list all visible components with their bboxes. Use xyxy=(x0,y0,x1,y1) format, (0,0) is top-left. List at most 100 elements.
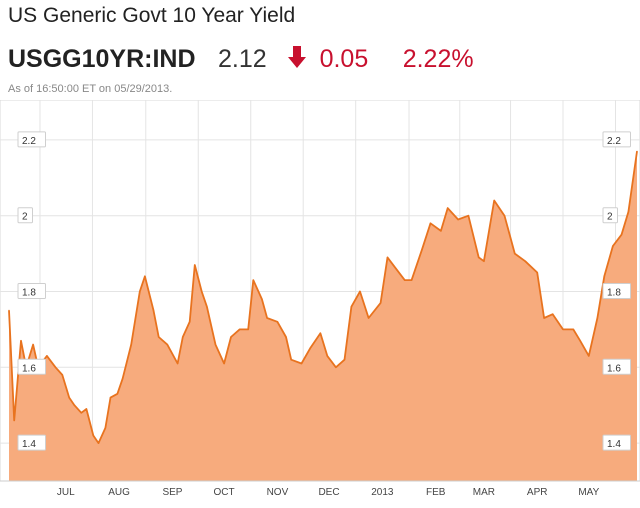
down-arrow-icon xyxy=(288,46,307,68)
data-point xyxy=(603,275,605,277)
data-point xyxy=(440,230,442,232)
data-point xyxy=(194,264,196,266)
data-point xyxy=(300,362,303,365)
y-tick-label-left-box xyxy=(17,434,46,451)
data-point xyxy=(92,434,94,437)
y-tick-label-left-box xyxy=(17,358,46,375)
data-point xyxy=(130,344,132,346)
x-tick-label: 2013 xyxy=(371,487,394,498)
quote-row: USGG10YR:IND 2.12 0.05 2.22% xyxy=(8,44,474,76)
data-point xyxy=(177,362,179,365)
data-point xyxy=(247,328,249,330)
data-point xyxy=(627,211,630,213)
data-point xyxy=(68,397,70,399)
data-point xyxy=(588,355,590,357)
data-point xyxy=(386,256,389,258)
data-point xyxy=(230,336,232,338)
y-tick-label-left: 1.4 xyxy=(22,439,36,450)
data-point xyxy=(285,336,287,338)
y-tick-label-left-box xyxy=(17,207,33,224)
data-point xyxy=(239,328,241,330)
data-point xyxy=(54,366,57,368)
data-point xyxy=(335,366,337,368)
percent-change: 2.22% xyxy=(402,45,474,73)
data-point xyxy=(104,427,106,429)
data-point xyxy=(579,340,581,342)
data-point xyxy=(536,271,538,274)
data-point xyxy=(223,362,225,365)
data-point xyxy=(404,279,406,281)
data-point xyxy=(166,344,168,346)
data-point xyxy=(109,397,112,399)
y-tick-label-right-box xyxy=(602,207,618,224)
data-point xyxy=(73,404,75,406)
data-point xyxy=(61,374,63,376)
as-of-timestamp: As of 16:50:00 ET on 05/29/2013. xyxy=(8,83,173,95)
data-point xyxy=(543,317,545,319)
x-tick-label: JUL xyxy=(57,487,75,498)
y-tick-label-right-box xyxy=(602,283,631,299)
yield-chart: 1.4 1.4 1.6 1.6 1.8 1.8 2 2 2.2 2.2 JUL AUG SEP OCT NO… xyxy=(0,99,640,498)
data-point xyxy=(144,275,146,277)
x-tick-label: APR xyxy=(527,487,548,498)
data-point xyxy=(152,309,155,311)
y-tick-label-left: 1.6 xyxy=(22,363,36,374)
data-point xyxy=(552,313,554,315)
data-point xyxy=(572,328,574,330)
data-point xyxy=(319,332,321,334)
data-point xyxy=(359,290,361,293)
data-point xyxy=(122,378,124,380)
data-point xyxy=(380,302,382,304)
data-point xyxy=(620,234,623,236)
data-point xyxy=(158,336,160,338)
y-tick-label-left: 2.2 xyxy=(22,136,36,147)
x-tick-label: FEB xyxy=(426,487,446,498)
x-tick-label: OCT xyxy=(214,487,235,498)
data-point xyxy=(80,412,82,414)
data-point xyxy=(201,290,203,293)
data-point xyxy=(276,321,278,323)
last-price: 2.12 xyxy=(218,45,267,73)
x-tick-label: NOV xyxy=(267,487,289,498)
x-tick-label: MAR xyxy=(473,487,495,498)
data-point xyxy=(514,253,516,255)
x-tick-label: MAY xyxy=(578,487,599,498)
y-tick-label-left: 2 xyxy=(22,212,28,223)
data-point xyxy=(493,199,495,202)
x-tick-label: SEP xyxy=(162,487,182,498)
area-fill xyxy=(9,151,637,482)
data-point xyxy=(503,215,506,217)
chart-title: US Generic Govt 10 Year Yield xyxy=(8,4,296,27)
data-point xyxy=(350,306,352,308)
data-point xyxy=(478,256,480,258)
y-tick-label-right: 1.6 xyxy=(607,363,621,374)
data-point xyxy=(596,317,599,319)
data-point xyxy=(46,355,48,357)
data-point xyxy=(636,150,638,152)
price-change: 0.05 xyxy=(319,45,369,73)
y-tick-label-left-box xyxy=(17,131,46,148)
data-point xyxy=(97,442,100,444)
data-point xyxy=(266,317,268,319)
data-point xyxy=(457,218,459,221)
data-point xyxy=(343,359,346,361)
data-point xyxy=(139,290,141,293)
data-point xyxy=(8,309,10,311)
x-tick-label: DEC xyxy=(318,487,339,498)
data-point xyxy=(483,260,485,262)
data-point xyxy=(429,222,432,224)
chart-area: 1.4 1.4 1.6 1.6 1.8 1.8 2 2 2.2 2.2 JUL AUG SEP OCT NO… xyxy=(0,99,640,503)
data-point xyxy=(368,317,370,319)
data-point xyxy=(411,279,413,281)
data-point xyxy=(116,393,118,395)
data-point xyxy=(309,347,311,349)
data-point xyxy=(395,268,397,270)
data-point xyxy=(214,344,217,346)
data-point xyxy=(612,245,614,247)
data-point xyxy=(326,355,328,357)
data-point xyxy=(524,260,526,262)
data-point xyxy=(32,344,34,346)
y-tick-label-left: 1.8 xyxy=(22,288,36,299)
x-tick-label: AUG xyxy=(108,487,130,498)
data-point xyxy=(421,249,423,251)
